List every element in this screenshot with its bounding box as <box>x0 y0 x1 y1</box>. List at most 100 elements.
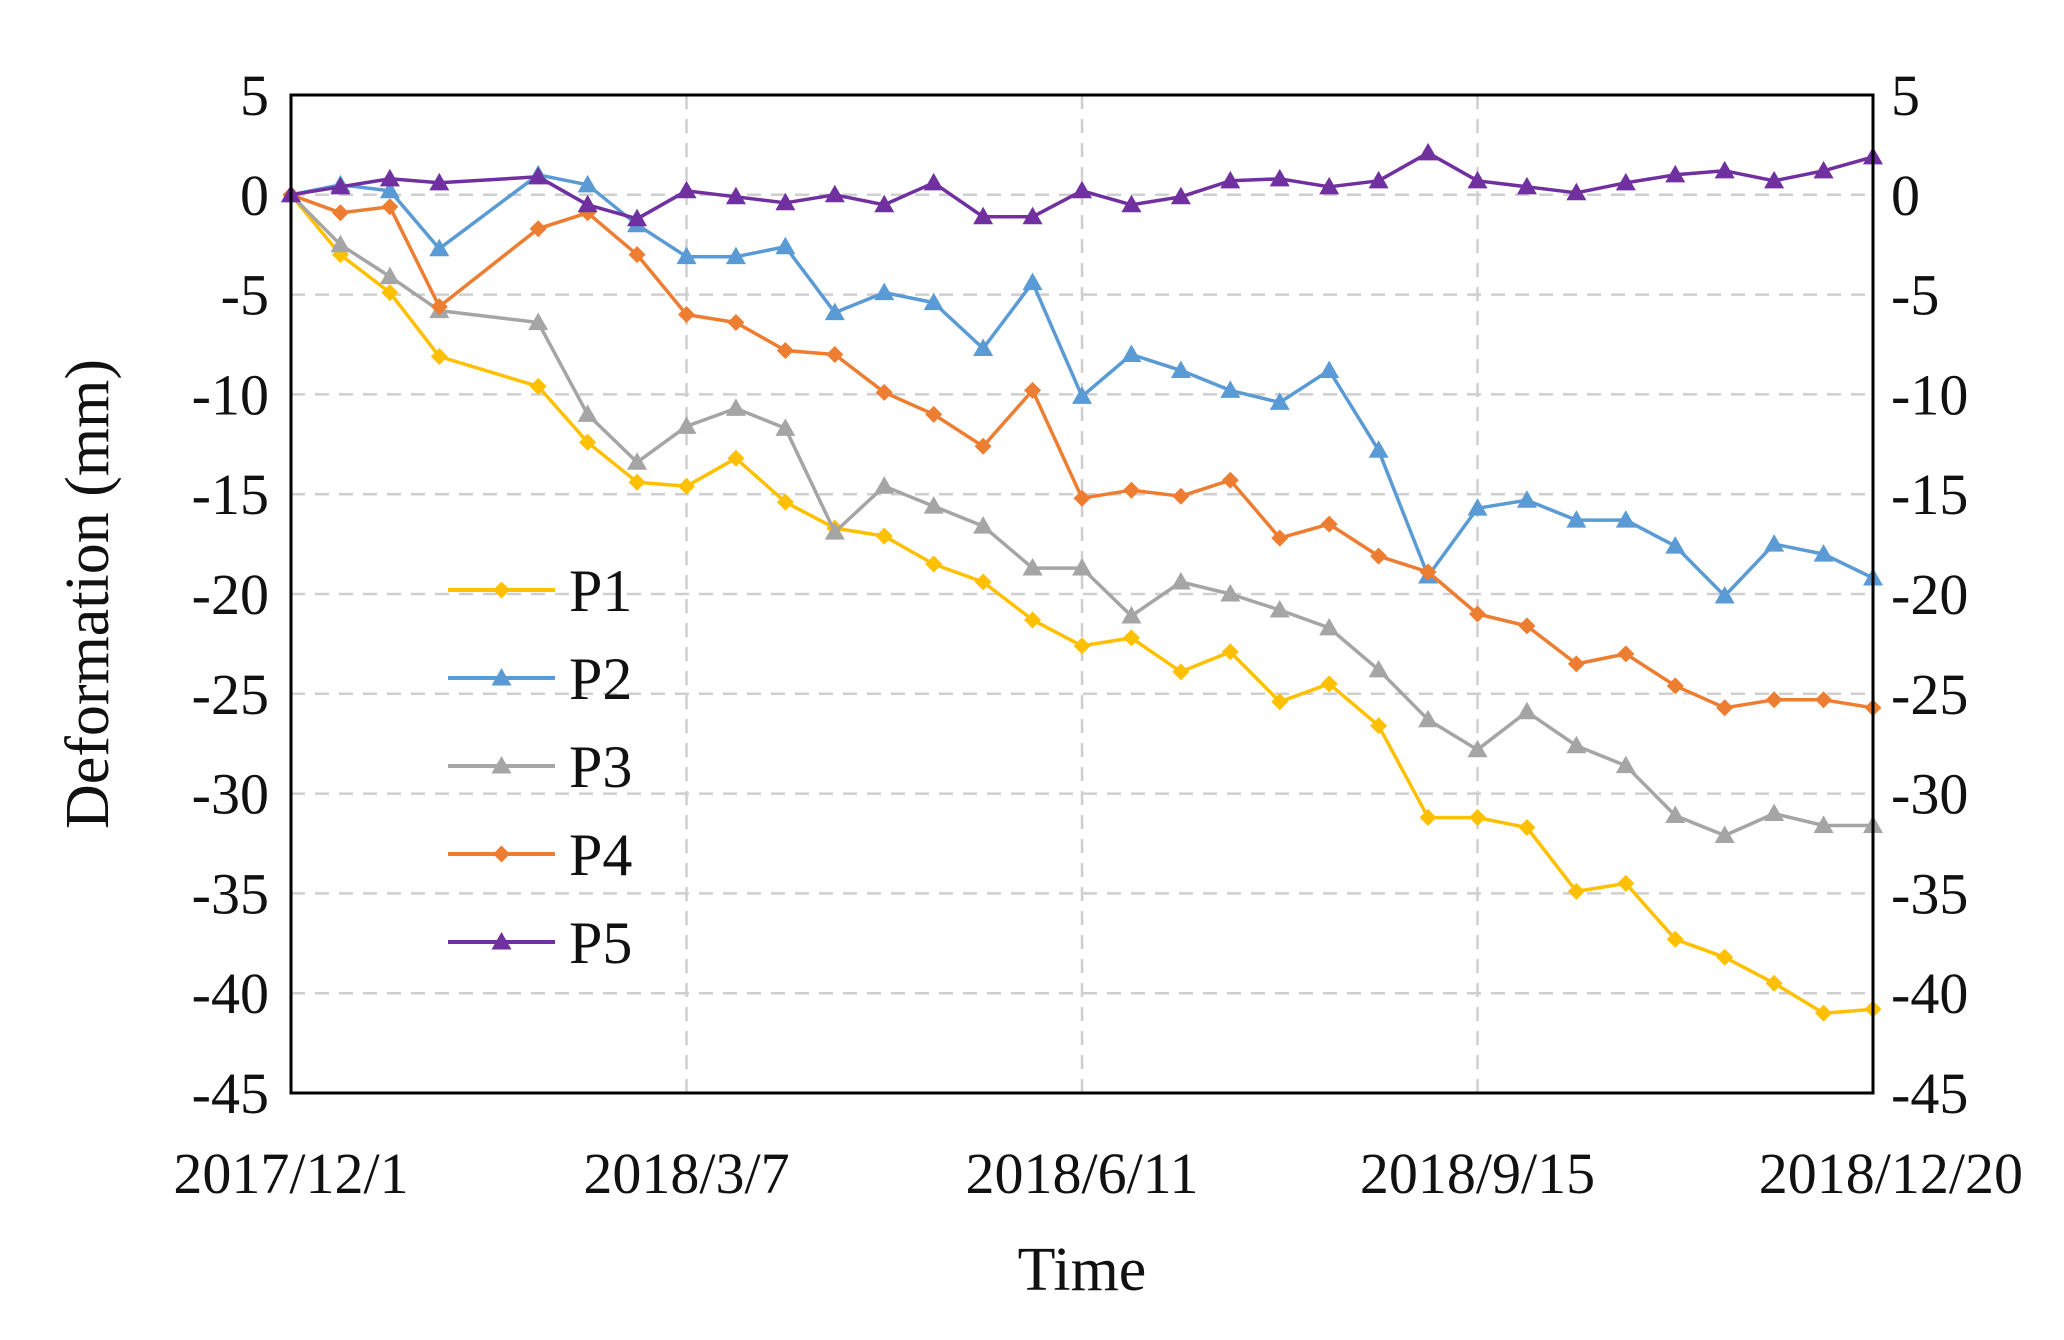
data-point-triangle <box>330 176 351 195</box>
data-point-triangle <box>379 266 400 285</box>
data-point-triangle <box>725 246 746 265</box>
y-tick-label-left: -15 <box>192 462 269 527</box>
y-tick-label-left: -35 <box>192 861 269 926</box>
data-point-triangle <box>923 172 944 191</box>
data-point-triangle <box>1764 534 1785 552</box>
x-tick-label: 2018/3/7 <box>583 1141 789 1206</box>
data-point-triangle <box>1813 544 1834 562</box>
y-tick-label-right: 0 <box>1891 163 1920 228</box>
data-point-triangle <box>874 476 895 494</box>
data-point-diamond <box>776 493 794 511</box>
data-point-triangle <box>1319 360 1340 378</box>
data-point-diamond <box>1617 874 1635 892</box>
data-point-diamond <box>430 347 448 365</box>
data-point-diamond <box>1469 809 1486 827</box>
data-point-diamond <box>1172 663 1190 681</box>
data-point-diamond <box>1419 563 1437 581</box>
data-point-diamond <box>875 383 893 401</box>
data-point-triangle <box>1615 755 1636 774</box>
data-point-diamond <box>1765 691 1783 709</box>
data-point-triangle <box>775 418 796 436</box>
data-point-triangle <box>1615 172 1636 191</box>
data-point-diamond <box>1221 643 1239 661</box>
data-point-diamond <box>974 437 992 455</box>
y-tick-label-left: -25 <box>192 662 269 727</box>
data-point-triangle <box>775 192 796 211</box>
data-point-triangle <box>528 166 549 185</box>
data-point-diamond <box>381 198 399 216</box>
data-point-diamond <box>1320 515 1338 533</box>
x-axis-title: Time <box>1018 1236 1147 1304</box>
data-point-triangle <box>1269 168 1290 187</box>
y-tick-label-left: -40 <box>192 961 269 1026</box>
y-tick-label-left: -5 <box>221 263 269 328</box>
data-point-diamond <box>1716 948 1734 966</box>
data-point-triangle <box>923 496 944 514</box>
data-point-triangle <box>1714 585 1735 604</box>
series-line-p5 <box>290 151 1874 221</box>
data-point-diamond <box>727 449 745 467</box>
data-point-triangle <box>1121 605 1142 624</box>
data-point-triangle <box>1418 709 1439 728</box>
series-layer <box>281 142 1883 1022</box>
data-point-diamond <box>1221 471 1239 489</box>
data-point-triangle <box>1368 440 1389 458</box>
legend-item-p3: P3 <box>448 734 632 800</box>
legend-label: P5 <box>569 910 632 976</box>
y-tick-label-left: -45 <box>192 1061 269 1126</box>
y-tick-label-right: -35 <box>1891 861 1968 926</box>
data-point-triangle <box>1566 510 1587 528</box>
data-point-diamond <box>678 477 695 495</box>
series-line-p4 <box>290 193 1874 710</box>
legend-item-p4: P4 <box>448 822 632 888</box>
legend-item-p1: P1 <box>448 558 632 624</box>
data-point-triangle <box>676 246 697 265</box>
series-p5 <box>281 142 1883 227</box>
data-point-diamond <box>1271 693 1289 711</box>
y-tick-label-left: 5 <box>240 63 269 128</box>
legend-label: P3 <box>569 734 632 800</box>
data-point-triangle <box>627 452 648 470</box>
data-point-triangle <box>1764 170 1785 189</box>
data-point-diamond <box>1469 605 1486 623</box>
data-point-triangle <box>1813 160 1834 179</box>
data-point-triangle <box>1220 170 1241 189</box>
data-point-triangle <box>1170 360 1191 378</box>
data-point-diamond <box>1567 882 1585 900</box>
data-point-triangle <box>1813 815 1834 834</box>
data-point-triangle <box>1319 176 1340 195</box>
data-point-triangle <box>491 932 512 950</box>
series-p4 <box>282 186 1882 717</box>
legend-label: P2 <box>569 646 632 712</box>
legend: P1 P2 P3 P4 P5 <box>448 558 632 976</box>
data-point-diamond <box>1518 617 1536 635</box>
data-point-diamond <box>1370 717 1388 735</box>
data-point-triangle <box>973 206 994 225</box>
data-point-diamond <box>1320 675 1338 693</box>
data-point-triangle <box>1665 536 1686 554</box>
data-point-triangle <box>1764 803 1785 822</box>
data-point-triangle <box>775 236 796 255</box>
data-point-triangle <box>1269 392 1290 410</box>
data-point-diamond <box>1073 637 1091 655</box>
data-point-diamond <box>974 573 992 591</box>
data-point-diamond <box>925 405 943 423</box>
data-point-diamond <box>628 246 646 264</box>
data-point-diamond <box>493 845 510 863</box>
data-point-triangle <box>491 756 512 774</box>
data-point-triangle <box>1368 170 1389 189</box>
data-point-triangle <box>1418 142 1439 161</box>
data-point-diamond <box>381 284 399 302</box>
data-point-triangle <box>627 208 648 227</box>
data-point-diamond <box>1073 489 1091 507</box>
data-point-triangle <box>1220 380 1241 398</box>
data-point-triangle <box>1319 617 1340 636</box>
y-tick-label-left: -10 <box>192 362 269 427</box>
data-point-diamond <box>1172 487 1190 505</box>
data-point-triangle <box>1467 498 1488 516</box>
data-point-diamond <box>1815 691 1833 709</box>
data-point-triangle <box>577 404 598 422</box>
data-point-diamond <box>875 527 893 545</box>
y-tick-label-left: -20 <box>192 562 269 627</box>
